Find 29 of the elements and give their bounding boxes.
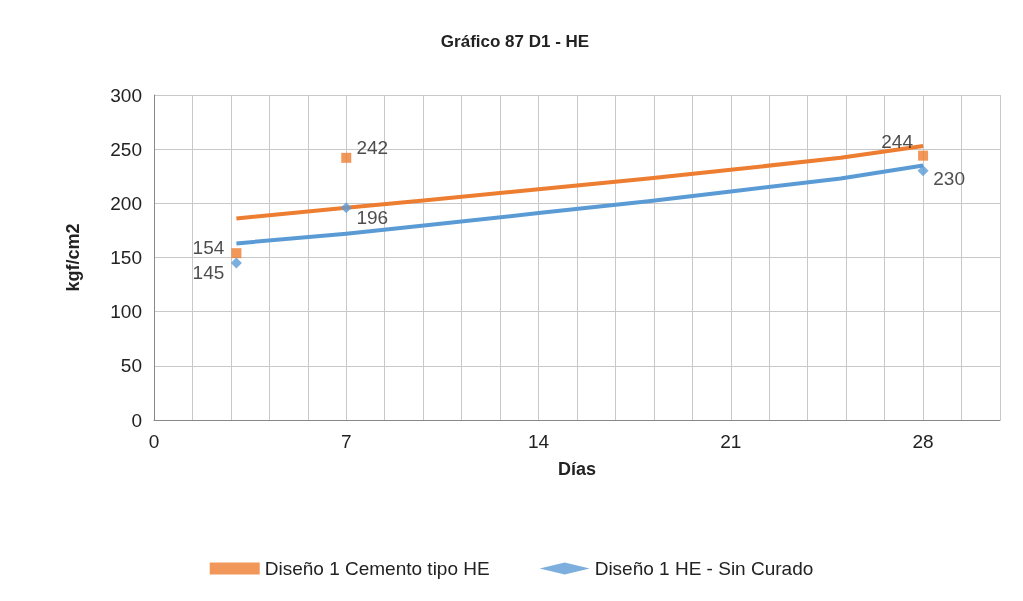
chart-title: Gráfico 87 D1 - HE — [440, 32, 590, 51]
data-label: 196 — [356, 207, 389, 229]
point — [230, 257, 242, 269]
y-tick-label: 100 — [110, 301, 142, 323]
point — [917, 165, 929, 177]
x-axis-title: Días — [557, 459, 597, 479]
point — [231, 248, 242, 259]
y-tick-label: 200 — [110, 192, 142, 214]
data-label: 230 — [933, 168, 965, 190]
y-tick-label: 50 — [120, 355, 142, 377]
x-tick-label: 28 — [912, 431, 934, 452]
point — [341, 152, 352, 163]
data-label: 242 — [356, 137, 389, 159]
data-label: 154 — [192, 236, 225, 258]
legend-label: Diseño 1 Cemento tipo HE — [264, 558, 490, 579]
y-tick-label: 150 — [110, 247, 142, 268]
legend-label: Diseño 1 HE - Sin Curado — [594, 558, 814, 579]
x-tick-label: 0 — [148, 431, 160, 452]
y-tick-label: 300 — [110, 84, 142, 106]
y-tick-label: 0 — [131, 409, 142, 431]
x-tick-label: 14 — [527, 431, 550, 452]
x-tick-label: 7 — [340, 431, 352, 452]
data-label: 244 — [881, 131, 914, 153]
y-tick-label: 250 — [110, 138, 142, 160]
point — [340, 202, 352, 214]
y-axis-title: kgf/cm2 — [63, 223, 83, 292]
point — [918, 150, 929, 161]
x-tick-label: 21 — [720, 431, 742, 452]
data-label: 145 — [192, 262, 225, 284]
